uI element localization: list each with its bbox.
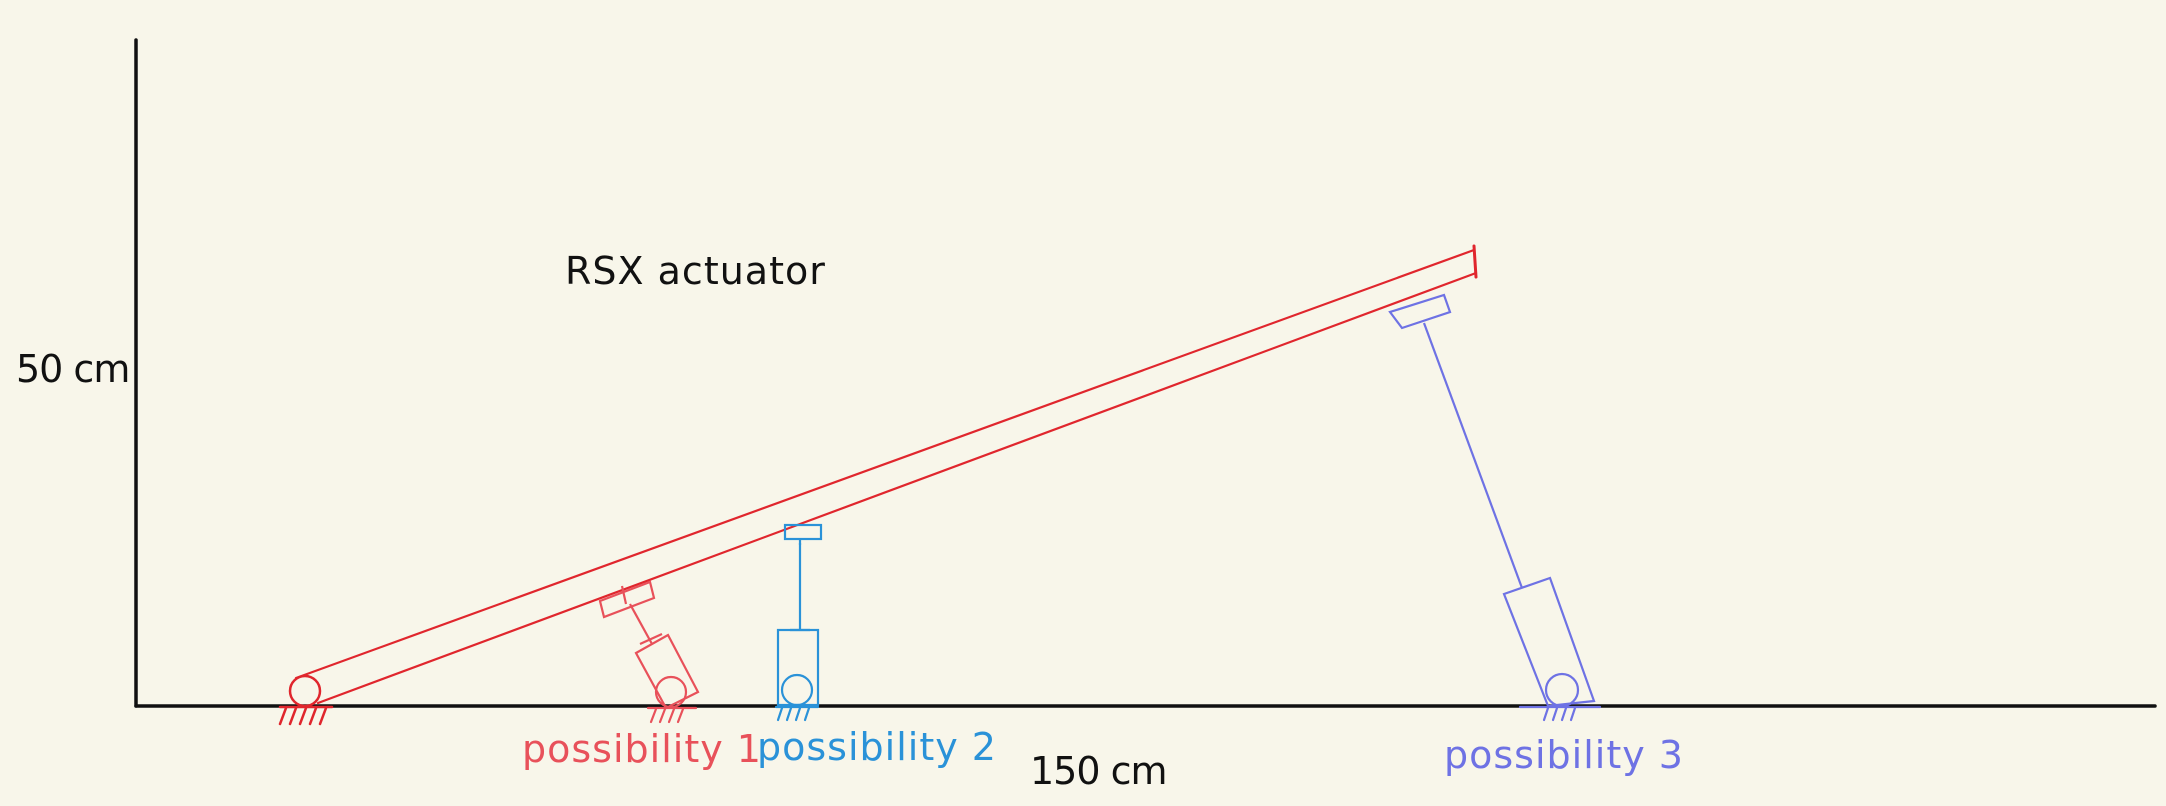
- beam-pivot: [278, 674, 334, 726]
- actuator-possibility-2: [774, 523, 823, 722]
- ground-hatch-icon: [278, 705, 334, 726]
- possibility-1-label: possibility 1: [522, 727, 762, 771]
- axes: [134, 38, 2157, 708]
- actuator-3-cylinder: [1502, 576, 1596, 708]
- diagram-title: RSX actuator: [565, 249, 826, 293]
- inclined-beam: [294, 244, 1478, 705]
- actuator-1-mount: [598, 580, 656, 619]
- actuator-2-mount: [783, 523, 823, 541]
- beam-end-cap: [1472, 244, 1478, 279]
- y-axis-label: 50 cm: [16, 347, 130, 391]
- ground-hatch-icon: [646, 706, 698, 724]
- possibility-2-label: possibility 2: [757, 725, 997, 769]
- actuator-1-rod: [629, 603, 653, 645]
- actuator-possibility-1: [598, 580, 700, 724]
- x-axis-label: 150 cm: [1030, 749, 1168, 793]
- ground-hatch-icon: [774, 705, 820, 722]
- actuator-3-mount: [1388, 293, 1452, 330]
- ground-hatch-icon: [1518, 705, 1602, 722]
- actuator-1-cylinder: [634, 633, 700, 710]
- actuator-3-rod: [1422, 322, 1524, 589]
- actuator-possibility-3: [1388, 293, 1602, 722]
- possibility-3-label: possibility 3: [1444, 733, 1684, 777]
